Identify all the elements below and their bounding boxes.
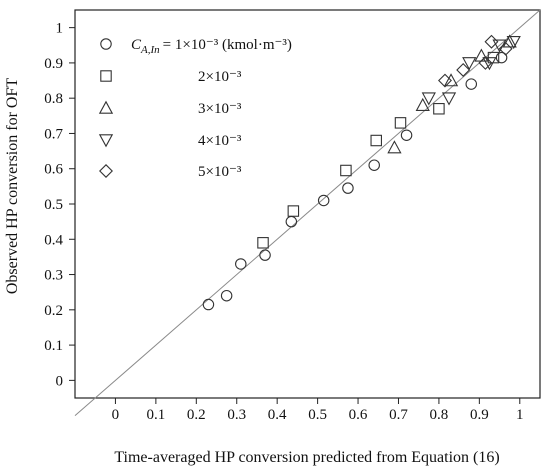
y-tick-label: 0.2 <box>44 303 63 319</box>
x-tick-label: 0.1 <box>146 407 165 423</box>
data-point-square <box>340 164 352 177</box>
legend-marker-circle <box>100 38 112 50</box>
data-point-square <box>433 103 445 115</box>
data-point-diamond <box>438 73 452 88</box>
x-tick-label: 0.6 <box>349 407 368 423</box>
y-axis-title: Observed HP conversion for OFT <box>4 78 21 294</box>
data-point-circle <box>400 129 413 141</box>
legend-label: 3×10⁻³ <box>198 101 242 117</box>
data-point-circle <box>235 258 247 270</box>
data-point-square <box>287 205 300 217</box>
x-tick-label: 0.9 <box>470 407 489 423</box>
legend-label: 5×10⁻³ <box>198 164 242 180</box>
legend-marker-triangle-down <box>98 134 114 148</box>
legend-marker-triangle-up <box>98 100 114 114</box>
data-point-triangle-down <box>421 92 436 106</box>
data-point-triangle-down <box>506 35 521 50</box>
data-point-triangle-down <box>441 92 457 106</box>
data-point-triangle-up <box>474 48 489 62</box>
legend-subscript: A,In <box>140 44 160 56</box>
y-tick-label: 0.3 <box>44 268 63 284</box>
data-point-circle <box>342 182 354 194</box>
data-point-circle <box>220 289 233 302</box>
y-tick-label: 0.4 <box>44 232 63 248</box>
data-point-triangle-down <box>462 57 477 71</box>
data-point-circle <box>495 51 508 64</box>
x-tick-label: 0.2 <box>187 407 206 423</box>
data-point-triangle-up <box>415 97 430 111</box>
legend-marker-square <box>100 70 112 82</box>
y-tick-label: 1 <box>56 21 64 37</box>
data-point-diamond <box>456 62 471 77</box>
x-axis-title: Time-averaged HP conversion predicted fr… <box>114 449 499 466</box>
y-tick-label: 0.7 <box>44 126 63 142</box>
data-point-circle <box>317 194 330 207</box>
data-point-diamond <box>478 55 493 70</box>
legend-value: = 1×10⁻³ (kmol·m⁻³) <box>163 37 292 53</box>
y-tick-label: 0 <box>56 373 64 389</box>
y-tick-label: 0.8 <box>44 91 63 107</box>
legend-marker-diamond <box>99 164 113 178</box>
y-tick-label: 0.1 <box>44 338 63 354</box>
data-point-diamond <box>484 34 499 49</box>
parity-line <box>74 9 541 417</box>
x-tick-label: 0.3 <box>227 407 246 423</box>
y-axis-ticks: 0 0.1 0.2 0.3 0.4 0.5 0.6 0.7 0.8 0.9 1 <box>44 21 75 389</box>
x-tick-label: 0.8 <box>430 407 449 423</box>
x-tick-label: 0.7 <box>389 407 408 423</box>
data-point-triangle-down <box>482 57 497 71</box>
legend-label: 4×10⁻³ <box>198 133 242 149</box>
data-point-circle <box>285 215 298 228</box>
y-tick-label: 0.9 <box>44 56 63 72</box>
data-point-circle <box>202 298 215 311</box>
y-tick-label: 0.5 <box>44 197 63 213</box>
x-tick-label: 1 <box>516 407 524 423</box>
x-axis-ticks: 0 0.1 0.2 0.3 0.4 0.5 0.6 0.7 0.8 0.9 1 <box>112 398 524 423</box>
legend-label: CA,In = 1×10⁻³ (kmol·m⁻³) <box>131 37 292 56</box>
data-point-circle <box>368 159 380 171</box>
data-point-diamond <box>498 41 513 56</box>
y-tick-label: 0.6 <box>44 162 63 178</box>
x-tick-label: 0.4 <box>268 407 287 423</box>
data-point-circle <box>465 78 478 90</box>
x-tick-label: 0.5 <box>308 407 327 423</box>
data-point-triangle-up <box>443 73 459 87</box>
legend: CA,In = 1×10⁻³ (kmol·m⁻³) 2×10⁻³ 3×10⁻³ 4×10… <box>98 37 292 180</box>
data-point-circle <box>259 249 271 261</box>
data-point-square <box>257 237 269 249</box>
legend-symbol: C <box>131 37 142 53</box>
x-tick-label: 0 <box>112 407 120 423</box>
parity-line-path <box>74 9 541 417</box>
data-points <box>202 34 521 311</box>
data-point-triangle-up <box>387 140 402 154</box>
data-point-square <box>394 117 407 129</box>
data-point-square <box>370 134 382 147</box>
legend-label: 2×10⁻³ <box>198 69 242 85</box>
